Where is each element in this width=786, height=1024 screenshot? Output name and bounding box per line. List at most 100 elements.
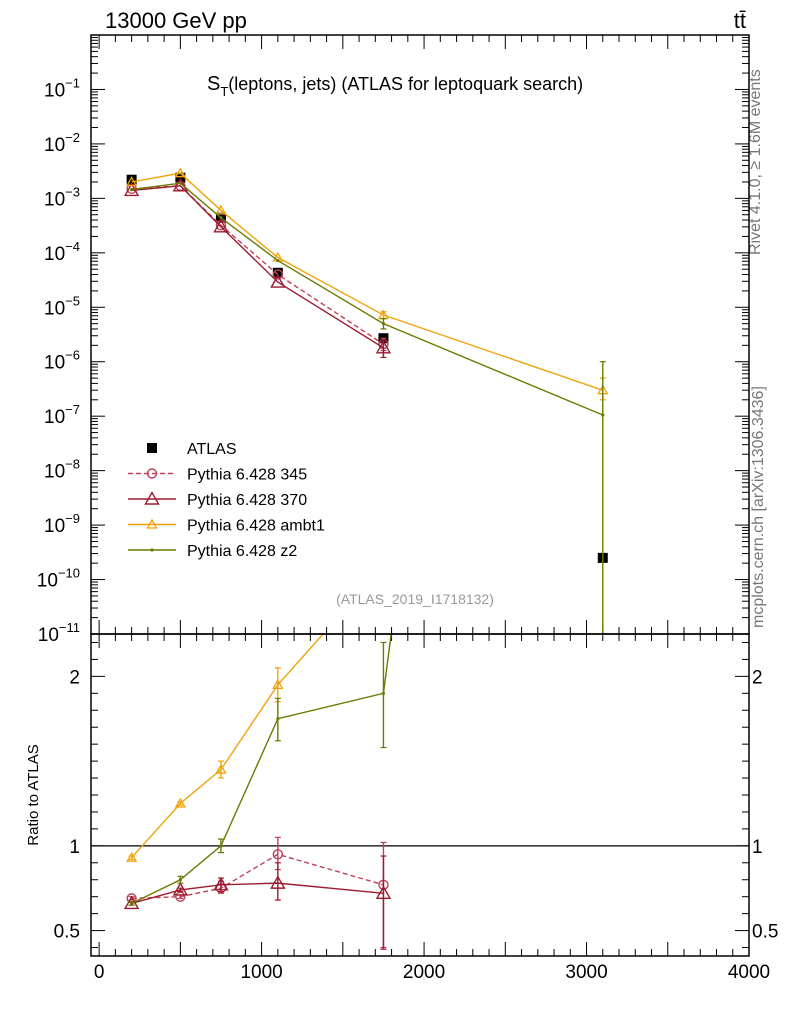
y-tick-label: 10−9 [44,511,80,537]
legend-label: Pythia 6.428 ambt1 [187,518,325,535]
energy-label: 13000 GeV pp [105,8,247,33]
series-pythia-6-428-ambt1 [126,562,388,862]
ratio-axis-ticks: 0.5 0.5 1 1 2 2 0 1000 2000 3000 4000 [54,634,778,983]
data-point [215,763,227,774]
series-pythia-6-428-z2 [130,181,606,634]
series-line [131,882,384,905]
data-point [375,885,392,899]
title-main: S [207,73,220,95]
y-tick-label: 10−2 [44,130,80,156]
series-line [131,853,384,900]
series-line [131,634,325,859]
legend-entry: Pythia 6.428 345 [128,467,307,484]
series-line [131,172,604,391]
legend-label: Pythia 6.428 370 [187,492,307,509]
legend-entry: Pythia 6.428 370 [128,491,307,509]
data-point [130,901,134,906]
ratio-frame [90,633,750,957]
data-point [381,691,386,695]
ratio-series-group [123,505,409,950]
data-point [130,187,134,192]
series-line [131,185,384,345]
data-point [270,274,286,288]
y-tick-label: 10−6 [44,348,80,374]
series-line [131,634,392,905]
data-point [213,218,229,233]
y-tick-label: 10−7 [44,402,80,428]
data-point [172,881,189,896]
legend-label: Pythia 6.428 z2 [187,543,297,560]
legend-label: Pythia 6.428 345 [187,467,307,484]
data-point [126,176,138,187]
data-point [174,797,186,808]
data-point [272,679,284,689]
data-point [123,895,140,910]
x-tick-label: 0 [94,962,105,983]
data-point [126,174,137,185]
y-tick-label: 10−4 [44,239,80,265]
ratio-y-tick-label: 0.5 [54,922,80,943]
ratio-y-tick-label: 1 [69,837,80,858]
y-tick-label: 10−11 [38,620,80,646]
y-tick-label: 10−8 [44,457,80,483]
data-point [146,468,158,479]
data-point [178,181,182,185]
y-tick-label: 10−10 [37,566,80,592]
legend-entry: Pythia 6.428 z2 [128,543,297,560]
legend: ATLAS Pythia 6.428 345 Pythia 6.428 370 Pyt… [128,441,325,560]
data-point [379,562,388,570]
series-pythia-6-428-345 [126,180,389,352]
ratio-ylabel: Ratio to ATLAS [25,744,42,845]
data-point [272,267,283,278]
series-line [131,182,604,416]
y-tick-label: 10−5 [44,293,80,319]
data-point [178,878,182,882]
data-point [126,851,138,862]
legend-label: ATLAS [187,441,237,458]
process-label: tt̄ [734,8,746,33]
ratio-y-tick-label-right: 2 [752,667,763,688]
series-pythia-6-428-370 [123,855,392,950]
data-point [406,505,409,508]
rivet-label: Rivet 4.1.0, ≥ 1.6M events [747,69,764,255]
legend-entry: ATLAS [147,441,237,458]
title-rest: (leptons, jets) (ATLAS for leptoquark se… [228,74,583,94]
legend-entry: Pythia 6.428 ambt1 [128,518,325,535]
data-point [174,167,186,178]
analysis-id: (ATLAS_2019_I1718132) [336,591,494,607]
data-point [146,518,158,529]
series-pythia-6-428-z2 [128,505,409,906]
series-line [131,185,384,349]
x-tick-label: 4000 [728,962,770,983]
legend-marker [147,443,157,453]
ratio-y-tick-label: 2 [69,667,80,688]
plot-title: ST(leptons, jets) (ATLAS for leptoquark … [207,73,583,99]
data-point [175,172,186,183]
data-point [276,258,280,263]
data-point [272,849,284,860]
y-tick-label: 10−3 [44,184,80,210]
data-point [150,548,154,552]
data-point [213,876,229,891]
x-tick-label: 3000 [565,962,607,983]
x-tick-label: 1000 [240,962,282,983]
data-point [219,216,223,220]
data-point [272,269,284,280]
ratio-y-tick-label-right: 0.5 [752,922,778,943]
main-axis-ticks: 10−1 10−2 10−3 10−4 10−5 10−6 10−7 10−8 10−9 10−1… [37,35,750,646]
data-point [144,491,160,505]
mcplots-label: mcplots.cern.ch [arXiv:1306.3436] [750,386,767,628]
x-tick-label: 2000 [403,962,445,983]
main-series-group [123,167,609,634]
data-point [601,413,605,417]
data-point [215,204,227,215]
series-pythia-6-428-345 [126,836,389,949]
title-subscript: T [220,84,228,99]
data-point [276,717,280,721]
series-pythia-6-428-370 [123,177,392,359]
data-point [381,322,386,326]
y-tick-label: 10−1 [44,75,80,101]
data-point [219,844,223,848]
ratio-y-tick-label-right: 1 [752,837,763,858]
